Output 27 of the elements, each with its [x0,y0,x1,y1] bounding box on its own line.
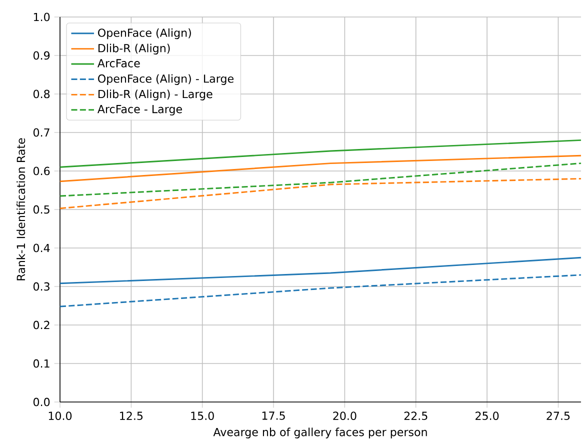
y-tick-label: 0.8 [33,90,50,98]
legend-label: OpenFace (Align) - Large [98,74,234,85]
x-tick-label: 22.5 [404,412,428,420]
x-tick-label: 20.0 [333,412,356,420]
legend-label: Dlib-R (Align) [98,44,170,54]
x-axis-title: Avearge nb of gallery faces per person [213,428,427,438]
y-tick-label: 1.0 [34,12,50,22]
y-tick-label: 0.4 [33,244,50,252]
legend-label: Dlib-R (Align) - Large [98,90,212,100]
y-tick-label: 0.0 [33,398,50,406]
y-tick-label: 0.2 [33,320,50,330]
legend-label: ArcFace - Large [97,105,182,116]
y-axis-title: Rank-1 Identification Rate [16,138,26,280]
x-tick-label: 27.5 [546,412,570,420]
y-tick-label: 0.6 [33,166,50,176]
x-tick-label: 15.0 [191,412,214,420]
y-tick-label: 0.5 [33,205,50,214]
x-tick-label: 10.0 [48,412,72,420]
y-tick-label: 0.9 [33,51,50,60]
x-tick-label: 12.5 [120,412,143,420]
y-tick-label: 0.7 [33,128,50,137]
legend-label: OpenFace (Align) [98,28,191,40]
x-tick-label: 25.0 [476,412,499,420]
y-tick-label: 0.3 [33,282,50,291]
legend-label: ArcFace [97,59,140,68]
y-tick-label: 0.1 [33,359,50,368]
x-tick-label: 17.5 [262,412,285,420]
